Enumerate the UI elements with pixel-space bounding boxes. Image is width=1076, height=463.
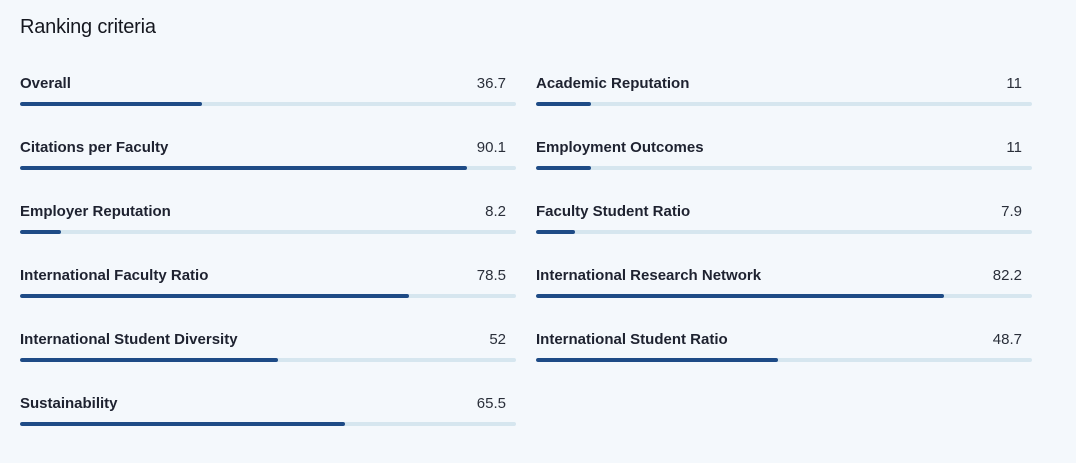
progress-fill [20,102,203,106]
criterion-item-employer-reputation: Employer Reputation 8.2 [20,202,516,266]
progress-fill [20,166,467,170]
criterion-label: Employment Outcomes [536,138,704,156]
criterion-header: Employment Outcomes 11 [536,138,1032,156]
criterion-header: Sustainability 65.5 [20,394,516,412]
criterion-header: Academic Reputation 11 [536,74,1032,92]
criterion-value: 78.5 [476,266,506,284]
criteria-grid: Overall 36.7 Academic Reputation 11 Cita… [20,74,1032,458]
criterion-item-overall: Overall 36.7 [20,74,516,138]
criterion-label: Faculty Student Ratio [536,202,691,220]
criterion-value: 36.7 [476,74,506,92]
criterion-value: 90.1 [476,138,506,156]
page-title: Ranking criteria [20,16,156,38]
progress-track [536,102,1032,106]
progress-fill [20,422,345,426]
progress-fill [536,230,576,234]
progress-fill [536,102,591,106]
progress-track [20,294,516,298]
criterion-value: 7.9 [1001,202,1022,220]
criterion-header: International Student Ratio 48.7 [536,330,1032,348]
progress-track [20,166,516,170]
criterion-value: 82.2 [992,266,1022,284]
criterion-item-international-student-ratio: International Student Ratio 48.7 [536,330,1032,394]
criterion-item-international-research-network: International Research Network 82.2 [536,266,1032,330]
criterion-item-international-faculty-ratio: International Faculty Ratio 78.5 [20,266,516,330]
progress-track [20,102,516,106]
criterion-label: International Student Ratio [536,330,728,348]
criterion-label: Citations per Faculty [20,138,169,156]
progress-fill [20,294,410,298]
criterion-header: International Faculty Ratio 78.5 [20,266,516,284]
progress-fill [20,358,278,362]
criterion-header: Overall 36.7 [20,74,516,92]
criterion-value: 48.7 [992,330,1022,348]
progress-track [20,358,516,362]
progress-track [536,294,1032,298]
progress-fill [536,294,944,298]
criterion-header: International Research Network 82.2 [536,266,1032,284]
criterion-item-sustainability: Sustainability 65.5 [20,394,516,458]
progress-fill [20,230,61,234]
criterion-header: Citations per Faculty 90.1 [20,138,516,156]
criterion-item-faculty-student-ratio: Faculty Student Ratio 7.9 [536,202,1032,266]
criterion-label: Sustainability [20,394,118,412]
criterion-item-employment-outcomes: Employment Outcomes 11 [536,138,1032,202]
criterion-header: Faculty Student Ratio 7.9 [536,202,1032,220]
criterion-header: International Student Diversity 52 [20,330,516,348]
criterion-item-citations-per-faculty: Citations per Faculty 90.1 [20,138,516,202]
progress-fill [536,166,591,170]
criterion-value: 52 [489,330,506,348]
progress-track [536,230,1032,234]
progress-track [536,358,1032,362]
criterion-label: Academic Reputation [536,74,690,92]
criterion-label: Employer Reputation [20,202,171,220]
criterion-value: 65.5 [476,394,506,412]
criterion-header: Employer Reputation 8.2 [20,202,516,220]
criterion-value: 8.2 [485,202,506,220]
progress-track [20,230,516,234]
criterion-label: Overall [20,74,71,92]
criterion-label: International Research Network [536,266,762,284]
progress-track [20,422,516,426]
progress-track [536,166,1032,170]
criterion-item-international-student-diversity: International Student Diversity 52 [20,330,516,394]
criterion-item-academic-reputation: Academic Reputation 11 [536,74,1032,138]
criterion-value: 11 [1006,74,1022,92]
progress-fill [536,358,778,362]
criterion-label: International Student Diversity [20,330,238,348]
criterion-value: 11 [1006,138,1022,156]
criterion-label: International Faculty Ratio [20,266,209,284]
